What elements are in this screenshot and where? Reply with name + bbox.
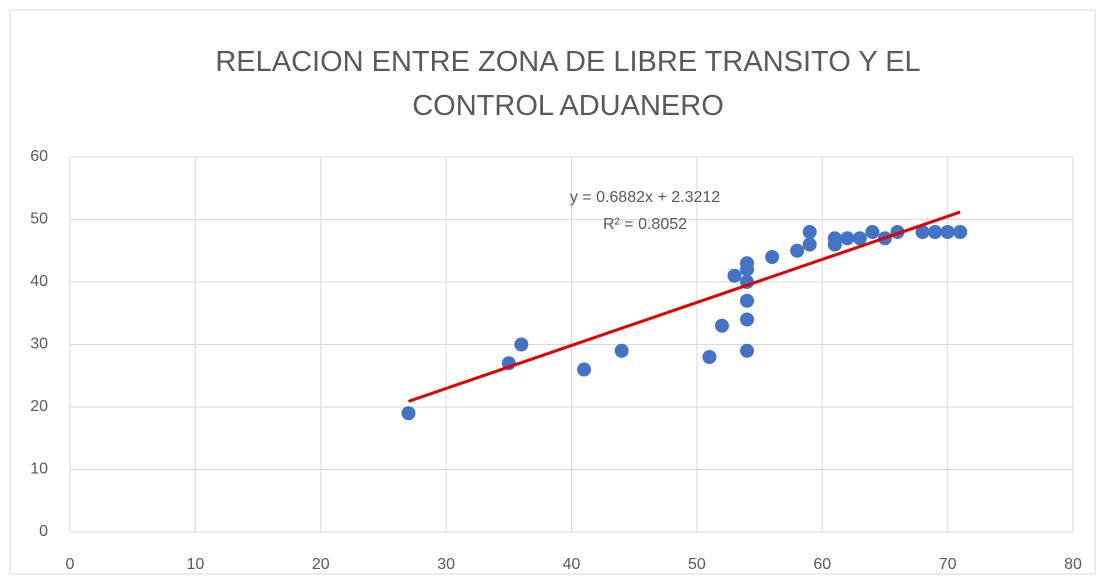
point (740, 262, 755, 277)
point (740, 343, 755, 358)
point (702, 350, 717, 364)
point (852, 231, 867, 246)
x-tick-label: 80 (1064, 556, 1082, 573)
point (840, 231, 855, 246)
y-tick-label: 40 (30, 273, 48, 290)
point (928, 225, 943, 239)
point (740, 293, 755, 308)
x-tick-label: 40 (563, 556, 581, 573)
point (765, 250, 780, 264)
chart-title: RELACION ENTRE ZONA DE LIBRE TRANSITO Y … (215, 46, 921, 122)
trendline-equation: y = 0.6882x + 2.3212 (570, 189, 720, 206)
trendline (408, 210, 961, 403)
x-tick-label: 50 (688, 556, 706, 573)
y-tick-label: 50 (30, 211, 48, 228)
x-tick-label: 60 (813, 556, 831, 573)
point (953, 225, 968, 239)
trendline-r2: R² = 0.8052 (603, 216, 687, 233)
point (740, 312, 755, 327)
y-tick-label: 60 (30, 148, 48, 165)
x-tick-label: 0 (66, 556, 75, 573)
y-tick-label: 30 (30, 336, 48, 353)
point (727, 268, 742, 283)
x-tick-label: 70 (939, 556, 957, 573)
point (915, 225, 930, 239)
point (865, 225, 880, 239)
y-tick-label: 0 (39, 523, 48, 540)
x-tick-label: 30 (437, 556, 455, 573)
x-tick-label: 10 (186, 556, 204, 573)
point (940, 225, 955, 239)
point (827, 237, 842, 252)
point (614, 343, 629, 358)
chart-border (9, 9, 1096, 575)
point (577, 362, 592, 377)
point (514, 337, 529, 352)
y-tick-label: 20 (30, 398, 48, 415)
y-tick-label: 10 (30, 461, 48, 478)
point (401, 406, 416, 421)
point (790, 243, 805, 258)
point (802, 225, 817, 239)
point (802, 237, 817, 252)
x-tick-label: 20 (312, 556, 330, 573)
point (714, 318, 729, 333)
